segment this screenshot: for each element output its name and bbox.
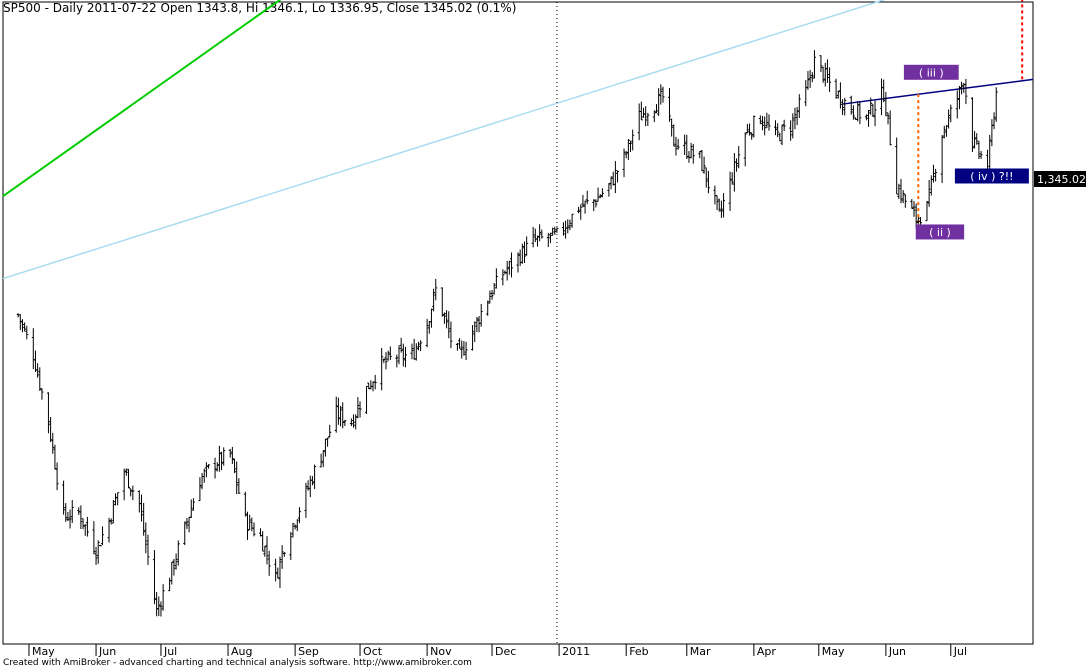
- x-axis-ticks: May Jun Jul Aug Sep Oct Nov Dec 2011 Feb Mar Apr May…: [28, 644, 967, 658]
- x-tick-label: 2011: [562, 645, 590, 658]
- footer-credit: Created with AmiBroker - advanced charti…: [3, 658, 472, 668]
- last-price-bg: [1034, 171, 1086, 187]
- trendlines: [2, 0, 1034, 280]
- x-tick-label: Nov: [430, 645, 452, 658]
- x-tick-label: Sep: [298, 645, 319, 658]
- chart-title: SP500 - Daily 2011-07-22 Open 1343.8, Hi…: [3, 1, 517, 15]
- x-tick-label: Jul: [953, 645, 967, 658]
- wave-label: ( iv ) ?!!: [954, 168, 1029, 184]
- x-tick-label: Mar: [690, 645, 711, 658]
- wave-label-text: ( ii ): [929, 226, 951, 239]
- x-tick-label: Jul: [163, 645, 177, 658]
- x-tick-label: Jun: [98, 645, 116, 658]
- price-bars: [16, 50, 998, 617]
- last-price-label: 1,345.02: [1037, 173, 1086, 186]
- x-tick-label: Oct: [363, 645, 383, 658]
- trendline-navy: [842, 78, 1034, 105]
- x-tick-label: Apr: [757, 645, 777, 658]
- x-tick-label: May: [822, 645, 845, 658]
- wave-label-text: ( iii ): [919, 66, 944, 79]
- wave-label-bg: [903, 64, 959, 80]
- wave-label: ( iii ): [903, 64, 959, 80]
- plot-frame: [2, 1, 1034, 645]
- wave-annotations: ( v ) 5 ?!!!( iii )( iv ) ?!!( ii ): [903, 64, 1029, 240]
- last-price-tag: 1,345.02: [1034, 171, 1086, 187]
- x-tick-label: Dec: [495, 645, 516, 658]
- x-tick-label: May: [32, 645, 55, 658]
- wave-label: ( ii ): [915, 224, 965, 240]
- x-tick-label: Feb: [629, 645, 648, 658]
- wave-label-bg: [954, 168, 1029, 184]
- wave-label-bg: [915, 224, 965, 240]
- trendline-lightblue: [2, 0, 886, 280]
- wave-label-text: ( iv ) ?!!: [970, 170, 1013, 183]
- x-tick-label: Jun: [888, 645, 906, 658]
- guides: [556, 0, 1024, 644]
- trendline-green: [2, 0, 282, 198]
- x-tick-label: Aug: [231, 645, 252, 658]
